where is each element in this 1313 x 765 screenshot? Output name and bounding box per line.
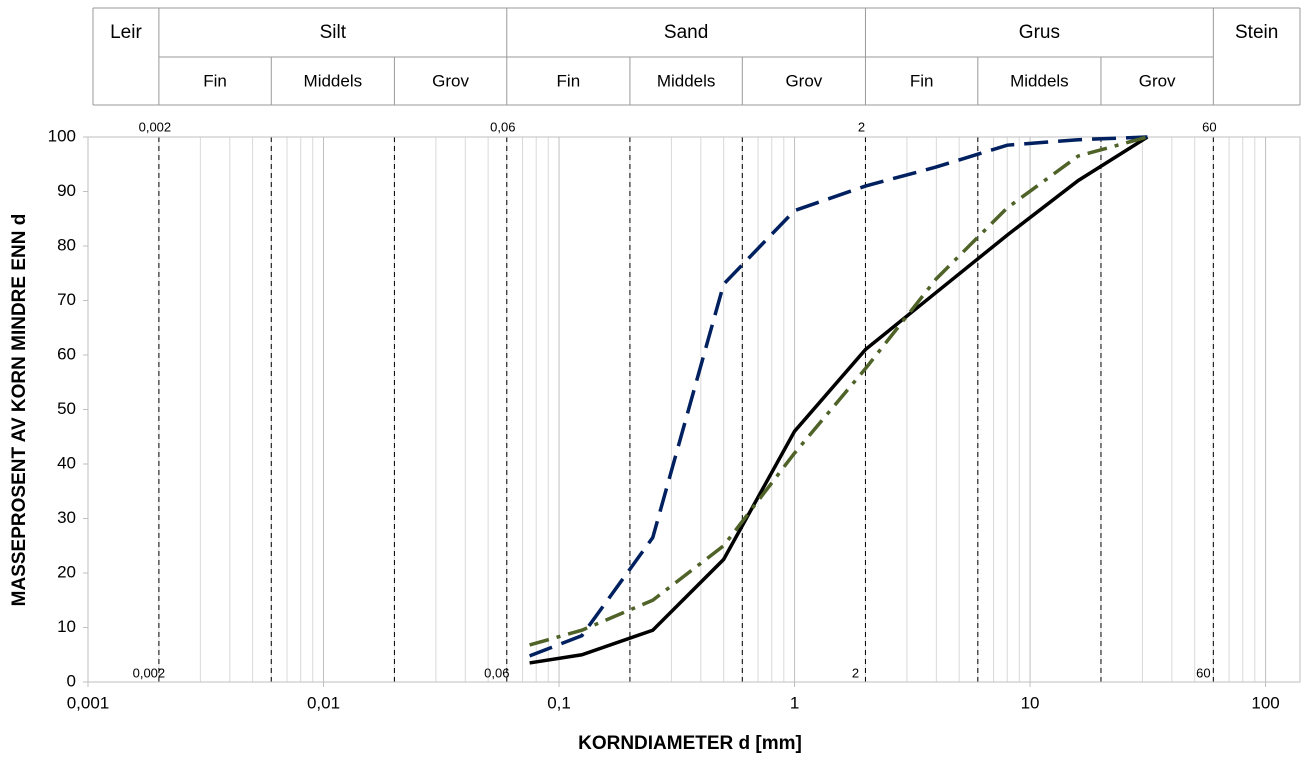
x-tick-label: 0,01 [307, 693, 340, 712]
y-tick-label: 10 [57, 617, 76, 636]
boundary-label-bottom: 0,06 [484, 665, 509, 680]
y-axis-label: MASSEPROSENT AV KORN MINDRE ENN d [9, 214, 30, 607]
series-line [529, 135, 1149, 665]
y-tick-label: 50 [57, 399, 76, 418]
y-tick-label: 0 [67, 671, 76, 690]
boundary-label-top: 60 [1202, 119, 1216, 134]
series-line [528, 135, 1148, 658]
header-group: Silt [320, 22, 347, 43]
x-tick-label: 0,1 [547, 693, 571, 712]
x-tick-label: 100 [1251, 693, 1279, 712]
y-tick-label: 80 [57, 235, 76, 254]
boundary-label-bottom: 2 [852, 665, 859, 680]
boundary-label-bottom: 0,002 [133, 665, 166, 680]
x-axis-label: KORNDIAMETER d [mm] [578, 733, 802, 754]
boundary-label-bottom: 60 [1196, 665, 1210, 680]
y-tick-label: 70 [57, 290, 76, 309]
y-tick-label: 90 [57, 181, 76, 200]
header-group: Grus [1019, 22, 1060, 43]
x-tick-label: 0,001 [67, 693, 110, 712]
header-sub: Fin [203, 71, 227, 90]
header-sub: Fin [910, 71, 934, 90]
series-line [529, 135, 1148, 647]
header-group: Sand [664, 22, 708, 43]
plot-frame [87, 136, 1301, 683]
boundary-label-top: 0,002 [139, 119, 172, 134]
header-sub: Grov [432, 71, 469, 90]
x-tick-label: 10 [1021, 693, 1040, 712]
y-tick-label: 40 [57, 453, 76, 472]
x-tick-label: 1 [790, 693, 799, 712]
header-sub: Grov [785, 71, 822, 90]
y-tick-label: 60 [57, 344, 76, 363]
header-group: Stein [1235, 22, 1278, 43]
header-group: Leir [110, 22, 142, 43]
y-tick-label: 100 [48, 126, 76, 145]
boundary-label-top: 0,06 [490, 119, 515, 134]
header-sub: Middels [657, 71, 716, 90]
y-tick-label: 30 [57, 508, 76, 527]
boundary-label-top: 2 [858, 119, 865, 134]
header-sub: Grov [1139, 71, 1176, 90]
header-sub: Fin [557, 71, 581, 90]
header-sub: Middels [304, 71, 363, 90]
y-tick-label: 20 [57, 562, 76, 581]
header-sub: Middels [1010, 71, 1069, 90]
